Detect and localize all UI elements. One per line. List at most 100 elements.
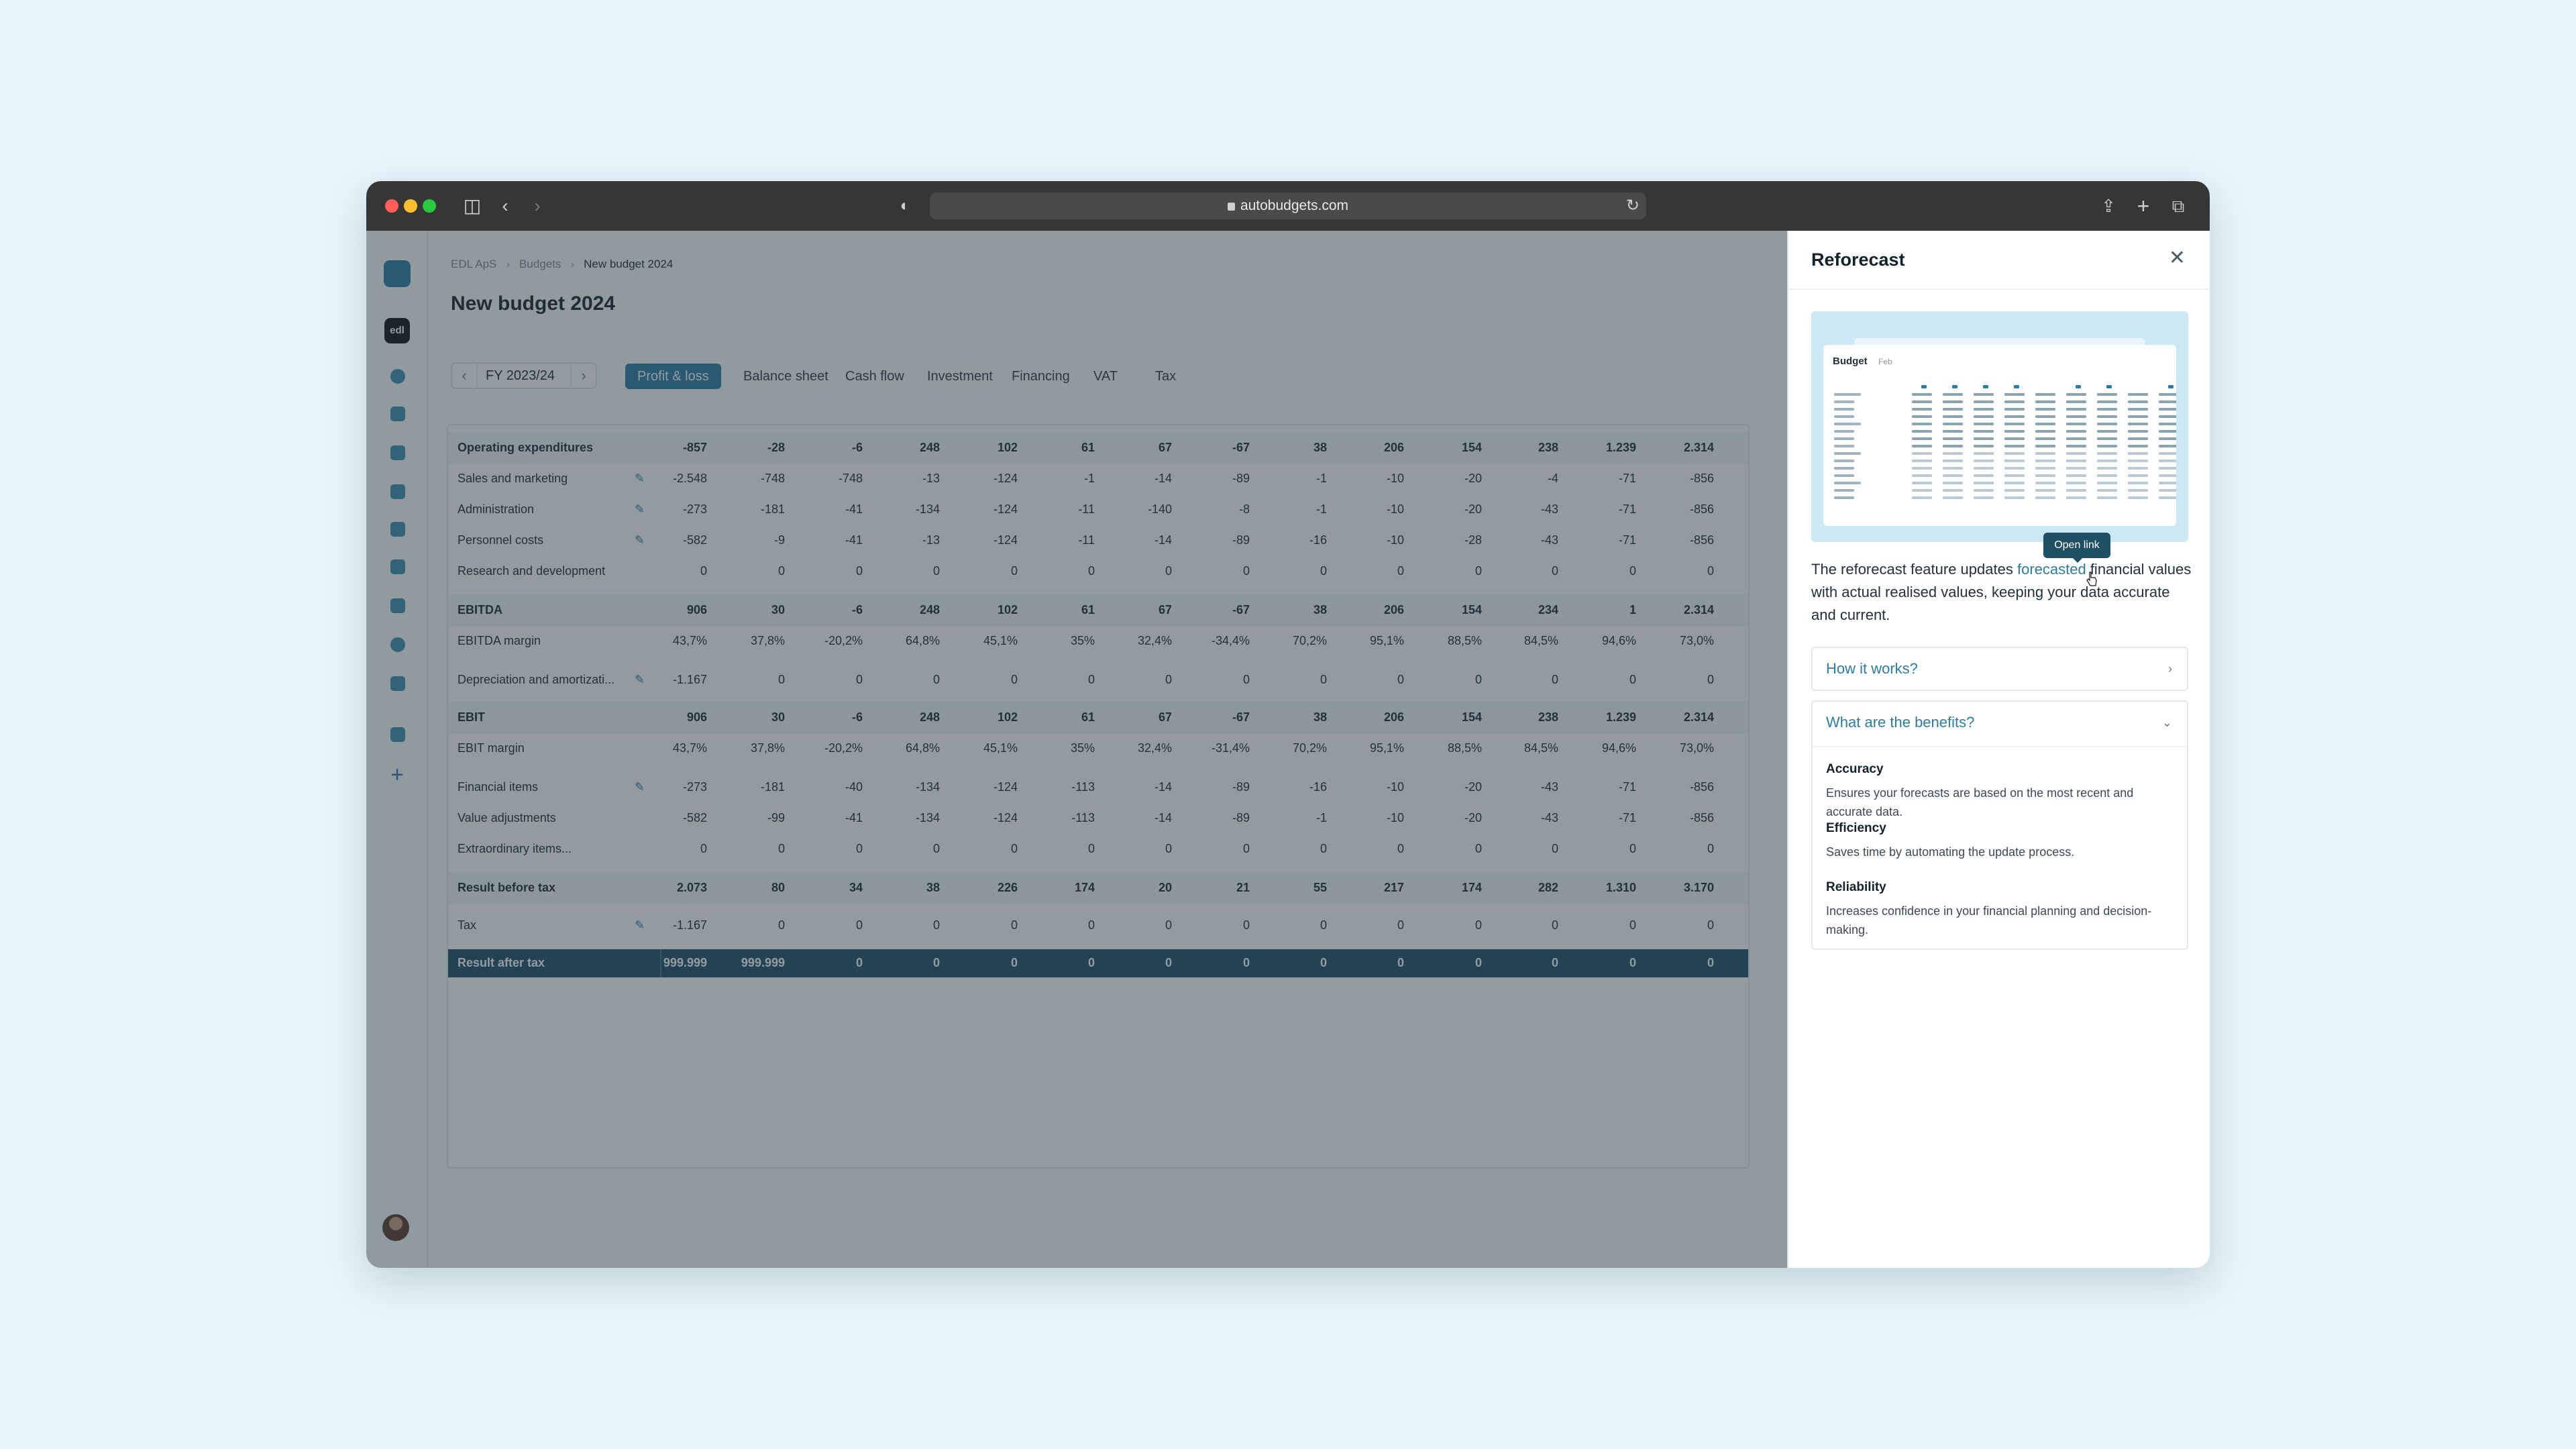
share-icon[interactable]: ⇪ — [2101, 196, 2116, 216]
illustration-cell-line — [2128, 400, 2148, 403]
reload-icon[interactable]: ↻ — [1625, 197, 1640, 215]
accordion-benefits-title[interactable]: What are the benefits? — [1826, 714, 1975, 731]
illustration-cell-line — [1943, 482, 1963, 484]
illustration-cell-line — [1912, 423, 1932, 425]
illustration-cell-line — [2004, 496, 2025, 499]
illustration-cell-line — [2035, 445, 2055, 447]
illustration-cell-line — [2004, 445, 2025, 447]
illustration-label-line — [1834, 393, 1861, 396]
close-icon[interactable]: ✕ — [2168, 247, 2186, 269]
illustration-cell-line — [2066, 452, 2086, 455]
illustration-cell-line — [2097, 474, 2117, 477]
illustration-marker — [2076, 385, 2081, 388]
illustration-cell-line — [2004, 489, 2025, 492]
illustration-cell-line — [1912, 496, 1932, 499]
illustration-cell-line — [2035, 430, 2055, 433]
illustration-cell-line — [1912, 474, 1932, 477]
illustration-cell-line — [1974, 393, 1994, 396]
illustration-cell-line — [2035, 474, 2055, 477]
illustration-cell-line — [2128, 393, 2148, 396]
benefit-text: Ensures your forecasts are based on the … — [1826, 786, 2134, 818]
sidebar-toggle-icon[interactable]: ◫ — [463, 195, 482, 216]
illustration-cell-line — [2066, 437, 2086, 440]
illustration-cell-line — [2004, 393, 2025, 396]
chevron-right-icon[interactable]: › — [2168, 662, 2172, 676]
privacy-shield-icon[interactable]: ◐ — [900, 197, 910, 215]
accordion-benefits: What are the benefits? ⌄ Accuracy Ensure… — [1811, 700, 2188, 950]
illustration-cell-line — [2066, 489, 2086, 492]
illustration-cell-line — [2097, 430, 2117, 433]
illustration-marker — [2106, 385, 2112, 388]
benefit-reliability: Reliability Increases confidence in your… — [1826, 880, 2175, 939]
accordion-how-it-works-title[interactable]: How it works? — [1826, 660, 1918, 677]
illustration-label-line — [1834, 482, 1861, 484]
illustration-cell-line — [2035, 496, 2055, 499]
back-icon[interactable]: ‹ — [502, 195, 508, 216]
new-tab-icon[interactable]: + — [2137, 194, 2150, 218]
illustration-label-line — [1834, 452, 1861, 455]
illustration-cell-line — [2004, 415, 2025, 418]
illustration-cell-line — [1974, 430, 1994, 433]
illustration-label-line — [1834, 467, 1854, 470]
illustration-cell-line — [2004, 408, 2025, 411]
illustration-cell-line — [2128, 452, 2148, 455]
accordion-divider — [1813, 746, 2187, 747]
illustration-cell-line — [1974, 452, 1994, 455]
tab-overview-icon[interactable]: ⧉ — [2171, 196, 2185, 216]
illustration-label-line — [1834, 437, 1854, 440]
illustration-label-line — [1834, 430, 1854, 433]
illustration-cell-line — [1974, 460, 1994, 462]
illustration-cell-line — [1912, 437, 1932, 440]
forward-icon[interactable]: › — [534, 195, 541, 216]
illustration-cell-line — [2159, 489, 2176, 492]
forecasted-link[interactable]: forecasted — [2017, 561, 2086, 578]
benefit-text: Saves time by automating the update proc… — [1826, 845, 2075, 859]
close-window-button[interactable] — [385, 199, 398, 213]
reforecast-panel: Reforecast ✕ Budget Feb Open link The re… — [1787, 231, 2210, 1268]
chevron-down-icon[interactable]: ⌄ — [2161, 716, 2172, 729]
illustration-cell-line — [2159, 445, 2176, 447]
illustration-cell-line — [1974, 423, 1994, 425]
lock-icon — [1227, 203, 1235, 211]
illustration-label-line — [1834, 400, 1854, 403]
address-bar[interactable]: autobudgets.com ↻ — [930, 193, 1646, 219]
illustration-cell-line — [2128, 496, 2148, 499]
pointer-cursor-icon — [2086, 572, 2097, 586]
illustration-marker — [2168, 385, 2174, 388]
maximize-window-button[interactable] — [423, 199, 436, 213]
illustration-cell-line — [2097, 445, 2117, 447]
illustration-cell-line — [2097, 496, 2117, 499]
app: edl + EDL ApS›Budgets›New budget 2024 Ne… — [366, 231, 2210, 1268]
illustration-cell-line — [2004, 423, 2025, 425]
illustration-cell-line — [1912, 400, 1932, 403]
illustration-cell-line — [2159, 415, 2176, 418]
browser-titlebar: ◫ ‹ › ◐ autobudgets.com ↻ ⇪ + ⧉ — [366, 181, 2210, 231]
illustration-cell-line — [2066, 415, 2086, 418]
illustration-marker — [1921, 385, 1927, 388]
reforecast-illustration: Budget Feb — [1811, 311, 2188, 542]
minimize-window-button[interactable] — [404, 199, 417, 213]
illustration-cell-line — [2159, 496, 2176, 499]
illustration-cell-line — [1943, 467, 1963, 470]
open-link-tooltip: Open link — [2043, 533, 2110, 563]
modal-overlay[interactable] — [366, 231, 1787, 1268]
illustration-cell-line — [2097, 408, 2117, 411]
illustration-label-line — [1834, 415, 1854, 418]
illustration-cell-line — [2128, 445, 2148, 447]
illustration-cell-line — [2066, 393, 2086, 396]
illustration-cell-line — [2128, 415, 2148, 418]
accordion-how-it-works[interactable]: How it works? › — [1811, 647, 2188, 691]
illustration-cell-line — [2035, 408, 2055, 411]
illustration-cell-line — [2035, 415, 2055, 418]
illustration-cell-line — [2066, 423, 2086, 425]
illustration-cell-line — [2004, 437, 2025, 440]
illustration-label-line — [1834, 460, 1854, 462]
illustration-cell-line — [1912, 445, 1932, 447]
illustration-cell-line — [1943, 460, 1963, 462]
illustration-cell-line — [2097, 400, 2117, 403]
illustration-cell-line — [2066, 474, 2086, 477]
illustration-cell-line — [2066, 496, 2086, 499]
illustration-cell-line — [1974, 482, 1994, 484]
benefit-accuracy: Accuracy Ensures your forecasts are base… — [1826, 762, 2175, 821]
illustration-cell-line — [2097, 415, 2117, 418]
